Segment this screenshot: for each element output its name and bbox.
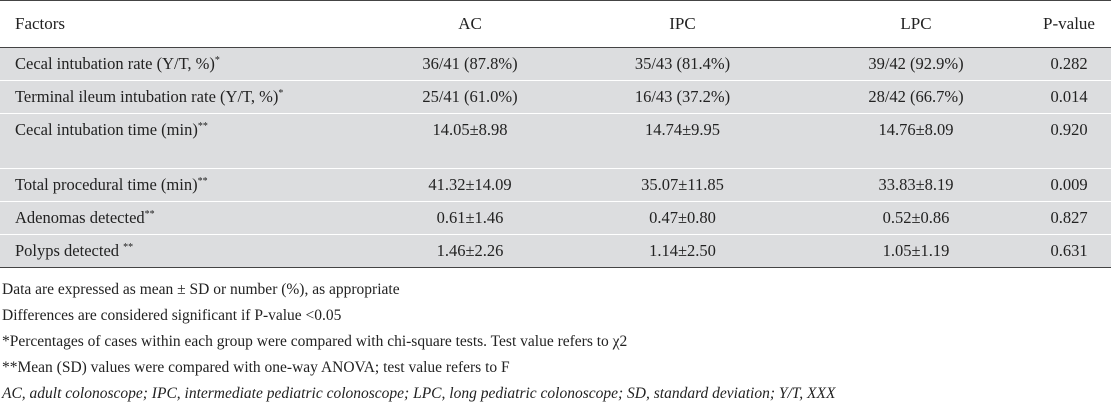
factor-label: Cecal intubation rate (Y/T, %) xyxy=(15,54,215,73)
factor-label: Terminal ileum intubation rate (Y/T, %) xyxy=(15,87,279,106)
lpc-cell: 28/42 (66.7%) xyxy=(805,80,1027,114)
factor-cell: Total procedural time (min)** xyxy=(0,168,380,202)
table-row: Total procedural time (min)** 41.32±14.0… xyxy=(0,168,1111,202)
factor-label: Adenomas detected xyxy=(15,208,145,227)
table-row: Polyps detected ** 1.46±2.26 1.14±2.50 1… xyxy=(0,234,1111,268)
table-row: Terminal ileum intubation rate (Y/T, %)*… xyxy=(0,80,1111,114)
footnote-marker: ** xyxy=(144,209,155,220)
ipc-cell: 35.07±11.85 xyxy=(560,168,805,202)
footnote-abbreviations: AC, adult colonoscope; IPC, intermediate… xyxy=(2,385,836,402)
p-value-cell: 0.631 xyxy=(1027,234,1111,268)
p-value-cell: 0.009 xyxy=(1027,168,1111,202)
ipc-cell: 16/43 (37.2%) xyxy=(560,80,805,114)
factor-label: Polyps detected xyxy=(15,241,124,260)
table-header: Factors AC IPC LPC P-value xyxy=(0,0,1111,48)
ac-cell: 41.32±14.09 xyxy=(380,168,560,202)
ipc-cell: 1.14±2.50 xyxy=(560,234,805,268)
factor-cell: Polyps detected ** xyxy=(0,234,380,268)
factor-label: Cecal intubation time (min) xyxy=(15,120,198,139)
factor-cell: Adenomas detected** xyxy=(0,201,380,235)
ac-cell: 14.05±8.98 xyxy=(380,113,560,169)
header-row: Factors AC IPC LPC P-value xyxy=(0,0,1111,48)
ac-cell: 36/41 (87.8%) xyxy=(380,47,560,81)
table-row: Cecal intubation rate (Y/T, %)* 36/41 (8… xyxy=(0,47,1111,81)
factor-label: Total procedural time (min) xyxy=(15,175,198,194)
p-value-cell: 0.827 xyxy=(1027,201,1111,235)
header-ac: AC xyxy=(380,0,560,48)
header-p-value: P-value xyxy=(1027,0,1111,48)
footnote-marker: * xyxy=(278,88,284,99)
p-value-cell: 0.282 xyxy=(1027,47,1111,81)
footnote-significance: Differences are considered significant i… xyxy=(2,307,342,324)
ac-cell: 0.61±1.46 xyxy=(380,201,560,235)
lpc-cell: 39/42 (92.9%) xyxy=(805,47,1027,81)
lpc-cell: 1.05±1.19 xyxy=(805,234,1027,268)
table-body: Cecal intubation rate (Y/T, %)* 36/41 (8… xyxy=(0,47,1111,268)
header-lpc: LPC xyxy=(805,0,1027,48)
footnote-anova: **Mean (SD) values were compared with on… xyxy=(2,359,510,376)
lpc-cell: 14.76±8.09 xyxy=(805,113,1027,169)
footnote-marker: ** xyxy=(123,242,134,253)
footnote-marker: * xyxy=(214,55,220,66)
footnote-marker: ** xyxy=(197,176,208,187)
lpc-cell: 0.52±0.86 xyxy=(805,201,1027,235)
table-row: Adenomas detected** 0.61±1.46 0.47±0.80 … xyxy=(0,201,1111,235)
footnote-data-expression: Data are expressed as mean ± SD or numbe… xyxy=(2,281,400,298)
ac-cell: 25/41 (61.0%) xyxy=(380,80,560,114)
header-ipc: IPC xyxy=(560,0,805,48)
ac-cell: 1.46±2.26 xyxy=(380,234,560,268)
ipc-cell: 0.47±0.80 xyxy=(560,201,805,235)
footnote-marker: ** xyxy=(197,121,208,132)
table-footnotes: Data are expressed as mean ± SD or numbe… xyxy=(2,277,835,407)
ipc-cell: 35/43 (81.4%) xyxy=(560,47,805,81)
header-factors: Factors xyxy=(0,0,380,48)
factor-cell: Cecal intubation time (min)** xyxy=(0,113,380,169)
factor-cell: Cecal intubation rate (Y/T, %)* xyxy=(0,47,380,81)
results-table: Factors AC IPC LPC P-value Cecal intubat… xyxy=(0,0,1111,268)
table-row: Cecal intubation time (min)** 14.05±8.98… xyxy=(0,113,1111,169)
footnote-chi-square: *Percentages of cases within each group … xyxy=(2,333,628,350)
ipc-cell: 14.74±9.95 xyxy=(560,113,805,169)
factor-cell: Terminal ileum intubation rate (Y/T, %)* xyxy=(0,80,380,114)
lpc-cell: 33.83±8.19 xyxy=(805,168,1027,202)
p-value-cell: 0.014 xyxy=(1027,80,1111,114)
p-value-cell: 0.920 xyxy=(1027,113,1111,169)
